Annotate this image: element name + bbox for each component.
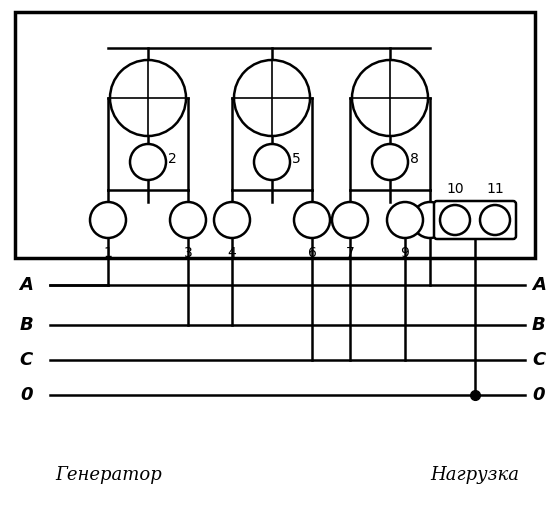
- Circle shape: [412, 202, 448, 238]
- Text: 3: 3: [184, 246, 193, 260]
- Circle shape: [170, 202, 206, 238]
- Circle shape: [352, 60, 428, 136]
- Text: 5: 5: [292, 152, 301, 166]
- Text: Генератор: Генератор: [55, 466, 162, 484]
- Circle shape: [90, 202, 126, 238]
- Text: 8: 8: [410, 152, 419, 166]
- Text: 10: 10: [446, 182, 464, 196]
- Text: 11: 11: [486, 182, 504, 196]
- Bar: [15, 12, 535, 258]
- Circle shape: [480, 205, 510, 235]
- FancyBboxPatch shape: [434, 201, 516, 239]
- Text: Нагрузка: Нагрузка: [430, 466, 519, 484]
- Text: 7: 7: [346, 246, 354, 260]
- Text: 4: 4: [227, 246, 236, 260]
- Text: B: B: [19, 316, 33, 334]
- Text: 1: 1: [104, 246, 113, 260]
- Text: 6: 6: [307, 246, 316, 260]
- Circle shape: [130, 144, 166, 180]
- Circle shape: [372, 144, 408, 180]
- Text: A: A: [532, 276, 546, 294]
- Text: 2: 2: [168, 152, 177, 166]
- Text: B: B: [532, 316, 546, 334]
- Text: 0: 0: [532, 386, 544, 404]
- Circle shape: [254, 144, 290, 180]
- Circle shape: [234, 60, 310, 136]
- Circle shape: [294, 202, 330, 238]
- Text: 9: 9: [401, 246, 410, 260]
- Circle shape: [110, 60, 186, 136]
- Circle shape: [387, 202, 423, 238]
- Text: C: C: [532, 351, 545, 369]
- Circle shape: [440, 205, 470, 235]
- Circle shape: [214, 202, 250, 238]
- Circle shape: [332, 202, 368, 238]
- Text: 0: 0: [20, 386, 33, 404]
- Text: C: C: [20, 351, 33, 369]
- Text: A: A: [19, 276, 33, 294]
